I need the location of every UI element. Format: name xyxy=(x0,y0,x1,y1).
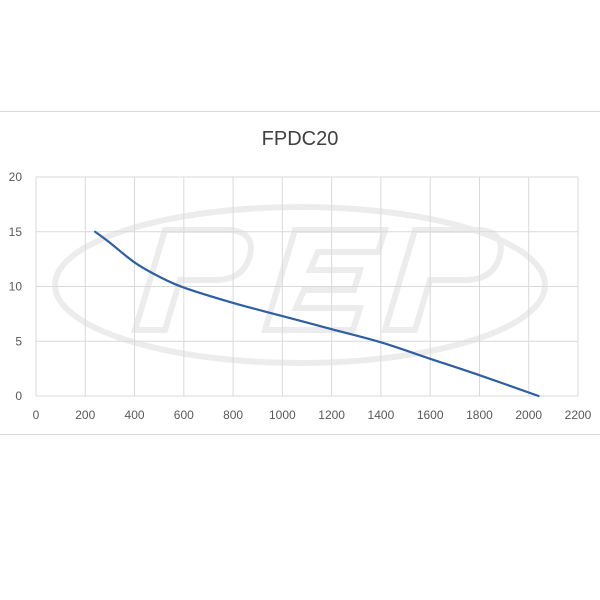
x-tick-label: 1400 xyxy=(368,408,395,422)
series-line xyxy=(94,230,540,398)
y-tick-label: 10 xyxy=(9,280,23,294)
x-tick-label: 800 xyxy=(223,408,243,422)
x-tick-label: 1200 xyxy=(318,408,345,422)
x-tick-label: 2200 xyxy=(565,408,592,422)
x-tick-label: 1600 xyxy=(417,408,444,422)
x-tick-label: 0 xyxy=(33,408,40,422)
chart-title: FPDC20 xyxy=(261,128,339,150)
x-tick-label: 1800 xyxy=(466,408,493,422)
watermark-logo xyxy=(52,204,548,366)
tick-labels: 0 200 400 600 800 1000 1200 1400 1600 1800 2000 220… xyxy=(9,170,592,422)
x-tick-label: 1000 xyxy=(269,408,296,422)
series-marks xyxy=(94,230,540,398)
chart-frame xyxy=(0,111,600,435)
y-tick-label: 5 xyxy=(15,334,22,348)
x-tick-label: 200 xyxy=(75,408,95,422)
x-tick-label: 2000 xyxy=(515,408,542,422)
y-tick-label: 15 xyxy=(9,225,23,239)
y-tick-label: 20 xyxy=(9,170,23,184)
x-tick-label: 400 xyxy=(125,408,145,422)
y-tick-label: 0 xyxy=(15,389,22,403)
x-tick-label: 600 xyxy=(174,408,194,422)
